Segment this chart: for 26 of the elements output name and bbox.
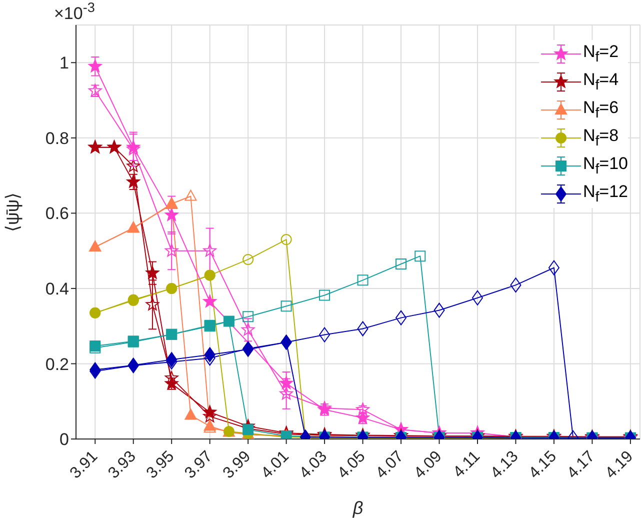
text: ×10$^{-3}$ <box>54 0 95 23</box>
x-tick-label: 4.09 <box>411 448 446 482</box>
x-tick-label: 4.15 <box>526 448 560 482</box>
x-tick-label: 3.99 <box>220 448 254 482</box>
y-tick-label: 0.6 <box>45 204 69 224</box>
y-tick-label: 0 <box>60 430 69 450</box>
y-tick-label: 1 <box>60 54 69 73</box>
y-axis-title: ⟨ψ̄ψ⟩ <box>2 192 22 232</box>
x-tick-label: 4.13 <box>488 448 522 482</box>
legend-label: N$_{f}$=6 <box>582 98 619 122</box>
x-tick-label: 4.03 <box>296 448 331 482</box>
y-tick-label: 0.2 <box>45 354 69 374</box>
x-tick-label: 4.19 <box>602 448 637 482</box>
x-tick-label: 3.93 <box>105 448 140 482</box>
x-axis-title: β <box>352 498 364 518</box>
x-tick-label: 4.05 <box>334 448 369 482</box>
legend-label: N$_{f}$=4 <box>582 70 619 94</box>
y-tick-label: 0.8 <box>45 128 69 148</box>
x-tick-label: 4.01 <box>258 448 292 482</box>
x-tick-label: 3.91 <box>67 448 102 482</box>
legend-label: N$_{f}$=12 <box>582 182 628 206</box>
legend-label: N$_{f}$=10 <box>582 154 628 178</box>
y-tick-label: 0.4 <box>45 279 69 298</box>
x-tick-label: 4.11 <box>450 448 484 482</box>
legend-label: N$_{f}$=8 <box>582 126 619 150</box>
legend-label: N$_{f}$=2 <box>582 42 619 66</box>
